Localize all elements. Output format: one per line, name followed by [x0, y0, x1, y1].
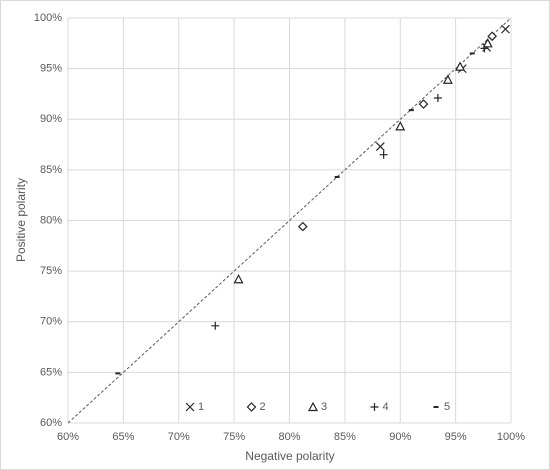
x-tick-label: 70%	[168, 431, 190, 443]
legend-label: 5	[444, 401, 450, 413]
point	[375, 142, 385, 152]
legend-label: 2	[260, 401, 266, 413]
point	[297, 221, 308, 232]
y-axis-title: Positive polarity	[14, 178, 28, 262]
y-tick-label: 75%	[40, 265, 62, 277]
y-tick-label: 95%	[40, 63, 62, 75]
point	[482, 38, 493, 48]
point	[379, 150, 388, 159]
point	[433, 93, 442, 102]
point	[395, 121, 406, 131]
point	[487, 31, 498, 42]
point	[418, 99, 429, 109]
x-tick-label: 65%	[112, 431, 134, 443]
x-tick-label: 85%	[334, 431, 356, 443]
reference-line	[67, 17, 512, 424]
y-tick-label: 65%	[40, 366, 62, 378]
point	[233, 273, 244, 284]
x-tick-label: 60%	[57, 431, 79, 443]
point	[501, 24, 510, 34]
legend-marker	[185, 402, 195, 412]
y-tick-label: 90%	[40, 113, 62, 125]
point	[455, 61, 466, 71]
point	[480, 44, 489, 53]
y-tick-label: 70%	[40, 316, 62, 328]
y-tick-label: 80%	[40, 214, 62, 226]
legend-marker	[246, 402, 257, 412]
x-tick-label: 100%	[497, 431, 525, 443]
point	[211, 321, 220, 330]
legend-label: 3	[321, 401, 327, 413]
x-tick-label: 75%	[223, 431, 245, 443]
y-tick-label: 60%	[40, 417, 62, 429]
legend-label: 1	[198, 401, 204, 413]
x-tick-label: 95%	[445, 431, 467, 443]
legend-marker	[370, 403, 379, 411]
legend-marker	[308, 401, 318, 412]
y-tick-label: 100%	[34, 12, 62, 24]
x-tick-label: 80%	[278, 431, 300, 443]
point	[442, 74, 453, 84]
x-axis-title: Negative polarity	[245, 449, 334, 463]
legend-label: 4	[383, 401, 389, 413]
x-tick-label: 90%	[389, 431, 411, 443]
y-tick-label: 85%	[40, 164, 62, 176]
